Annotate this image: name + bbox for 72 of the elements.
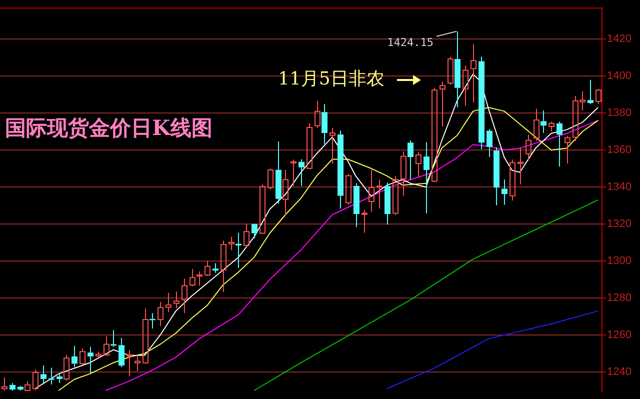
candlestick <box>298 158 304 186</box>
candlestick <box>494 146 500 206</box>
candlestick <box>588 79 594 104</box>
y-tick-label: 1260 <box>607 329 632 342</box>
candlestick <box>182 278 188 314</box>
candlestick <box>10 382 16 391</box>
candlestick <box>486 128 492 158</box>
candlestick <box>134 354 140 372</box>
candlestick <box>40 365 46 384</box>
candlestick <box>462 64 468 106</box>
candlestick <box>220 240 226 293</box>
candlestick <box>158 301 164 326</box>
candlestick <box>196 270 202 286</box>
candlestick <box>18 385 24 391</box>
candlestick <box>362 210 368 234</box>
candlestick <box>384 182 390 226</box>
candlestick <box>110 330 116 348</box>
y-tick-label: 1380 <box>607 107 632 120</box>
candlestick <box>408 140 414 180</box>
candlestick <box>142 308 148 364</box>
candlestick <box>212 262 218 274</box>
candlestick <box>88 346 94 374</box>
candlestick <box>548 121 554 132</box>
candlestick <box>24 380 30 391</box>
candlestick <box>338 130 344 209</box>
candlestick <box>454 30 460 108</box>
candlestick <box>276 141 282 204</box>
annotation: 11月5日非农 <box>278 68 384 90</box>
candlestick <box>502 179 508 206</box>
y-tick-label: 1240 <box>607 366 632 378</box>
candlestick <box>228 236 234 251</box>
candlestick <box>244 223 250 248</box>
candlestick <box>72 345 78 368</box>
candlestick <box>174 291 180 309</box>
candlestick <box>440 81 446 128</box>
candlestick <box>470 43 476 103</box>
y-tick-label: 1340 <box>607 181 632 194</box>
candlestick <box>526 134 532 161</box>
candlestick <box>126 350 132 377</box>
candlestick <box>368 169 374 212</box>
candlestick <box>400 150 406 196</box>
candlestick <box>290 159 296 186</box>
candlestick <box>118 337 124 368</box>
candlestick <box>556 121 562 168</box>
y-tick-label: 1300 <box>607 255 632 268</box>
candlestick <box>478 56 484 150</box>
candlestick <box>540 110 546 134</box>
candlestick <box>166 292 172 313</box>
y-tick-label: 1280 <box>607 292 632 304</box>
candlestick <box>314 100 320 129</box>
candlestick <box>354 182 360 228</box>
candlestick <box>282 169 288 216</box>
candlestick <box>424 142 430 214</box>
candlestick <box>376 179 382 209</box>
candlestick <box>518 146 524 185</box>
y-tick-label: 1320 <box>607 218 632 230</box>
annotation: 1424.15 <box>387 36 434 50</box>
candlestick <box>510 159 516 202</box>
candlestick <box>564 136 570 164</box>
candlestick <box>322 103 328 145</box>
candlestick <box>2 377 8 391</box>
candlestick <box>252 224 258 239</box>
candlestick <box>534 108 540 142</box>
candlestick <box>236 232 242 269</box>
candlestick <box>56 374 62 384</box>
candlestick <box>416 152 422 177</box>
y-tick-label: 1360 <box>607 144 632 156</box>
candlestick <box>190 268 196 287</box>
text: 国际现货金价日K线图 <box>5 114 212 142</box>
y-tick-label: 1420 <box>607 33 632 46</box>
candlestick <box>330 128 336 164</box>
y-tick-label: 1400 <box>607 70 632 82</box>
